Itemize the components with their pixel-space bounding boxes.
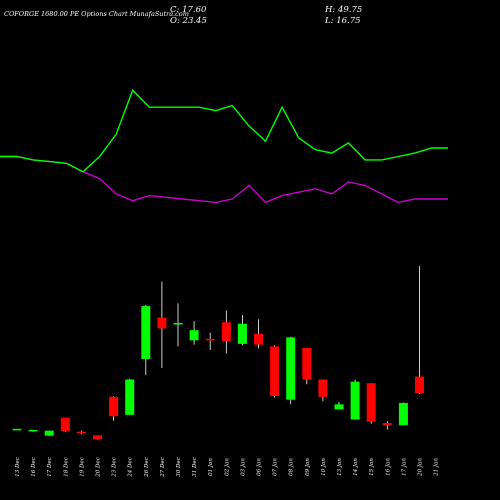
- x-tick-label: 16 Dec: [31, 457, 37, 477]
- candle-body-up: [12, 428, 22, 431]
- x-tick-label: 01 Jan: [208, 458, 214, 476]
- open-readout: O: 23.45: [170, 16, 207, 26]
- candle-body-up: [125, 379, 135, 415]
- x-tick-label: 14 Jan: [353, 458, 359, 476]
- x-tick-label: 17 Jan: [401, 458, 407, 476]
- candle-body-down: [318, 379, 328, 397]
- candle-body-down: [270, 346, 280, 397]
- x-tick-label: 17 Dec: [47, 457, 53, 477]
- x-tick-label: 27 Dec: [160, 457, 166, 478]
- x-tick-label: 07 Jan: [273, 458, 279, 476]
- x-tick-label: 15 Jan: [369, 458, 375, 476]
- x-tick-label: 20 Dec: [96, 457, 102, 478]
- candle-body-down: [205, 338, 215, 341]
- candle-body-down: [366, 383, 376, 422]
- candle-body-down: [221, 322, 231, 341]
- candle-body-up: [44, 430, 54, 436]
- candle-body-down: [302, 347, 312, 380]
- close-readout: C: 17.60: [170, 5, 207, 15]
- candle-body-down: [109, 396, 119, 417]
- green-indicator-line: [0, 88, 448, 173]
- candle-body-up: [398, 402, 408, 426]
- x-tick-label: 26 Dec: [144, 457, 150, 478]
- candle-body-up: [28, 429, 38, 432]
- candle-body-down: [60, 417, 70, 431]
- candle-body-up: [141, 306, 151, 359]
- x-tick-label: 13 Jan: [337, 458, 343, 476]
- candle-body-up: [237, 323, 247, 344]
- x-tick-label: 10 Jan: [321, 458, 327, 476]
- candle-body-up: [350, 381, 360, 420]
- x-tick-label: 03 Jan: [240, 458, 246, 476]
- candle-body-down: [157, 317, 167, 329]
- candle-body-up: [189, 330, 199, 341]
- candle-body-down: [254, 333, 263, 345]
- candle-body-up: [173, 323, 183, 325]
- chart-title: COFORGE 1680.00 PE Options Chart MunafaS…: [4, 10, 189, 18]
- x-tick-label: 24 Dec: [128, 457, 134, 478]
- candle-body-down: [93, 435, 102, 440]
- x-tick-label: 02 Jan: [224, 458, 230, 476]
- x-tick-label: 16 Jan: [385, 458, 391, 476]
- x-tick-label: 20 Jan: [418, 458, 424, 477]
- x-tick-label: 23 Dec: [112, 457, 118, 478]
- x-tick-label: 06 Jan: [257, 458, 263, 476]
- candle-body-down: [382, 423, 392, 426]
- low-readout: L: 16.75: [325, 16, 361, 26]
- x-tick-label: 21 Jan: [434, 458, 440, 477]
- x-tick-label: 09 Jan: [305, 458, 311, 476]
- x-tick-label: 13 Dec: [15, 457, 21, 477]
- x-tick-label: 30 Dec: [176, 457, 182, 477]
- high-readout: H: 49.75: [325, 5, 363, 15]
- x-tick-label: 18 Dec: [63, 457, 69, 477]
- candle-body-up: [286, 337, 296, 400]
- x-tick-label: 08 Jan: [289, 458, 295, 476]
- x-tick-label: 31 Dec: [192, 457, 198, 477]
- candle-body-down: [76, 431, 86, 434]
- candle-body-up: [334, 404, 344, 410]
- x-tick-label: 19 Dec: [79, 457, 85, 477]
- candle-body-down: [415, 376, 424, 394]
